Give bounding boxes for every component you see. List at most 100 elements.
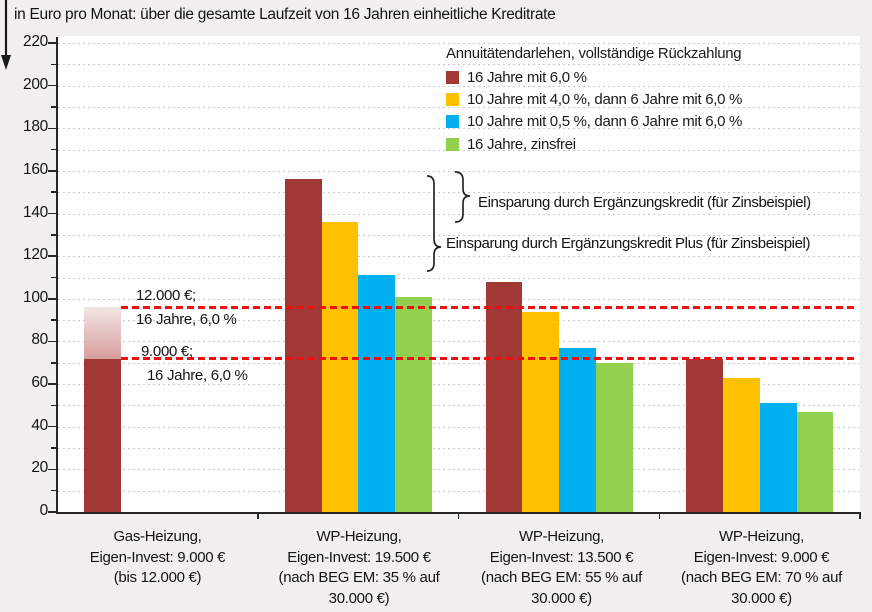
bar-c2-s2 <box>559 347 596 512</box>
y-axis-tick <box>48 127 57 130</box>
y-axis-tick-label: 40 <box>31 416 48 434</box>
gridline <box>58 469 859 471</box>
legend-swatch-yellow <box>446 93 459 107</box>
bar-c2-s0 <box>485 281 523 512</box>
legend-title: Annuitätendarlehen, vollständige Rückzah… <box>446 45 742 62</box>
gridline <box>58 426 859 428</box>
bar-c3-s2 <box>759 403 797 512</box>
y-axis-tick-label: 220 <box>23 33 48 50</box>
y-axis-tick <box>51 191 57 193</box>
y-axis-tick <box>48 383 57 385</box>
brace-small-icon <box>454 171 471 223</box>
y-axis-tick-label: 200 <box>23 75 48 93</box>
y-axis-tick-label: 20 <box>31 459 48 477</box>
y-axis-tick <box>51 276 57 279</box>
legend-item-label: 16 Jahre, zinsfrei <box>467 135 576 153</box>
y-axis-tick <box>51 319 57 321</box>
bar-c1-s3 <box>395 296 432 512</box>
overlay-segment-bar <box>84 307 121 359</box>
y-axis-tick <box>51 63 57 66</box>
y-axis-tick <box>51 362 57 364</box>
category-label: WP-Heizung, Eigen-Invest: 13.500 € (nach B… <box>481 528 642 607</box>
y-axis-tick <box>51 106 57 108</box>
y-axis-tick-label: 100 <box>23 288 48 306</box>
gridline <box>58 192 859 194</box>
category-label: WP-Heizung, Eigen-Invest: 19.500 € (nach B… <box>278 528 440 607</box>
reference-line-1 <box>121 357 858 360</box>
y-axis-tick-label: 140 <box>23 203 48 221</box>
y-axis-tick <box>48 425 57 428</box>
category-tick <box>859 512 861 519</box>
y-axis-tick <box>48 340 57 343</box>
gridline <box>58 320 859 322</box>
gridline <box>58 298 859 300</box>
annotation-ergaenzungskredit-plus: Einsparung durch Ergänzungskredit Plus (… <box>446 235 811 252</box>
y-axis-tick <box>51 148 57 151</box>
category-label: WP-Heizung, Eigen-Invest: 9.000 € (nach BE… <box>681 528 842 607</box>
legend-item-label: 10 Jahre mit 0,5 %, dann 6 Jahre mit 6,0… <box>467 113 743 131</box>
y-axis-tick-label: 120 <box>23 246 48 264</box>
bar-c1-s2 <box>358 275 396 512</box>
gridline <box>58 106 859 108</box>
y-axis-tick-label: 0 <box>39 502 49 519</box>
y-axis-tick <box>48 42 57 44</box>
category-tick <box>658 512 660 519</box>
gridline <box>58 256 859 258</box>
legend-item-label: 16 Jahre mit 6,0 % <box>467 68 587 86</box>
gridline <box>58 277 859 279</box>
bar-c1-s1 <box>321 222 359 512</box>
y-axis-tick-label: 80 <box>31 331 48 349</box>
gridline <box>58 405 859 407</box>
gridline <box>58 362 859 364</box>
y-axis-tick <box>51 234 57 236</box>
reference-line-0 <box>121 305 858 309</box>
legend-item: 10 Jahre mit 4,0 %, dann 6 Jahre mit 6,0… <box>446 91 743 109</box>
bar-c3-s1 <box>723 377 760 512</box>
x-axis-line <box>56 512 860 514</box>
legend-swatch-green <box>446 137 459 151</box>
y-axis-tick <box>48 298 57 300</box>
y-axis-line <box>56 37 58 512</box>
reference-line-label: 9.000 €; <box>141 343 193 360</box>
y-axis-tick <box>48 468 57 471</box>
category-tick <box>257 512 259 519</box>
gridline <box>58 128 859 130</box>
bar-c1-s0 <box>284 179 322 512</box>
chart-title: in Euro pro Monat: über die gesamte Lauf… <box>14 6 556 23</box>
gridline <box>58 448 859 450</box>
gridline <box>58 234 859 236</box>
y-axis-tick-label: 160 <box>23 160 48 178</box>
down-arrow-icon <box>1 0 11 70</box>
y-axis-tick <box>48 84 57 87</box>
bar-c3-s3 <box>796 411 834 512</box>
y-axis-tick <box>48 170 57 172</box>
brace-large-icon <box>426 175 442 272</box>
y-axis-tick-label: 180 <box>23 118 48 136</box>
legend-item-label: 10 Jahre mit 4,0 %, dann 6 Jahre mit 6,0… <box>467 91 743 109</box>
y-axis-tick <box>51 447 57 449</box>
gridline <box>58 341 859 343</box>
y-axis-tick-label: 60 <box>31 374 48 392</box>
gridline <box>58 43 859 44</box>
legend-item: 10 Jahre mit 0,5 %, dann 6 Jahre mit 6,0… <box>446 113 743 131</box>
y-axis-tick <box>48 255 57 257</box>
y-axis-tick <box>51 404 57 407</box>
bar-c2-s3 <box>595 362 633 512</box>
y-axis-tick <box>48 212 57 215</box>
y-axis-tick <box>48 511 57 513</box>
bar-c3-s0 <box>686 358 724 512</box>
reference-line-label: 12.000 €; <box>136 287 196 304</box>
category-tick <box>457 512 460 519</box>
bar-c0-s0 <box>84 358 121 512</box>
gridline <box>58 384 859 386</box>
gridline <box>58 64 859 66</box>
reference-line-label: 16 Jahre, 6,0 % <box>136 311 237 328</box>
gridline <box>58 170 859 172</box>
legend: Annuitätendarlehen, vollständige Rückzah… <box>446 44 743 153</box>
gridline <box>58 490 859 492</box>
bar-c2-s1 <box>522 311 560 512</box>
gridline <box>58 213 859 215</box>
legend-item: 16 Jahre, zinsfrei <box>446 135 742 153</box>
reference-line-label: 16 Jahre, 6,0 % <box>147 367 248 384</box>
